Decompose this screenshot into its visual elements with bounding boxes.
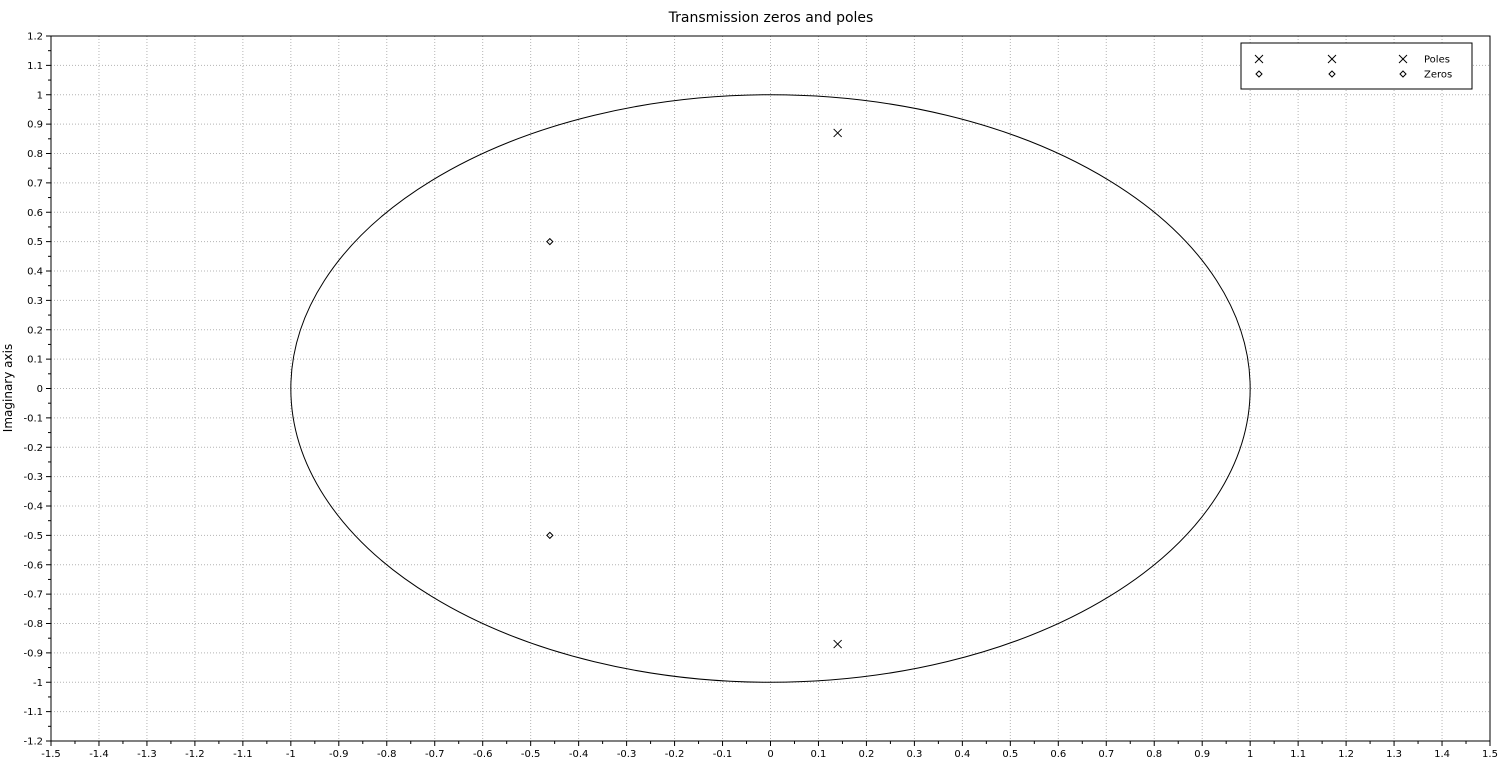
x-tick-label: 0.3 [906, 749, 922, 760]
y-tick-label: -0.9 [23, 648, 43, 659]
legend-zero-symbol [1255, 70, 1263, 78]
x-tick-label: 0.1 [811, 749, 827, 760]
x-tick-label: -0.1 [713, 749, 733, 760]
x-tick-label: 1.2 [1338, 749, 1354, 760]
y-tick-label: -0.3 [23, 472, 43, 483]
x-tick-label: -0.5 [521, 749, 541, 760]
x-tick-label: 0.9 [1194, 749, 1210, 760]
y-tick-label: 0 [37, 384, 43, 395]
x-tick-label: 0.2 [858, 749, 874, 760]
y-tick-label: -0.1 [23, 413, 43, 424]
x-tick-label: -1.1 [233, 749, 253, 760]
y-tick-label: -0.7 [23, 590, 43, 601]
pole-marker-stroke [1327, 54, 1337, 64]
pole-marker [833, 128, 843, 138]
x-tick-label: -1.2 [185, 749, 205, 760]
pole-marker-stroke [1398, 54, 1408, 64]
x-tick-label: -0.8 [377, 749, 397, 760]
x-tick-label: 1.5 [1482, 749, 1498, 760]
unit-circle [290, 94, 1251, 683]
y-tick-label: -0.5 [23, 531, 43, 542]
x-tick-label: -0.7 [425, 749, 445, 760]
legend-box [1240, 42, 1473, 90]
x-tick-label: 1.1 [1290, 749, 1306, 760]
x-tick-label: 1 [1247, 749, 1253, 760]
legend-zero-symbol [1328, 70, 1336, 78]
pole-marker-stroke [833, 128, 843, 138]
legend-pole-symbol [1398, 54, 1408, 64]
y-tick-label: 0.8 [27, 149, 43, 160]
x-tick-label: -0.6 [473, 749, 493, 760]
legend-pole-symbol [1254, 54, 1264, 64]
x-tick-label: 0.4 [954, 749, 970, 760]
x-tick-label: -1 [286, 749, 296, 760]
y-tick-label: 0.7 [27, 178, 43, 189]
chart-title: Transmission zeros and poles [668, 10, 874, 26]
pole-marker [833, 639, 843, 649]
legend-zero-symbol [1399, 70, 1407, 78]
x-tick-label: 0.8 [1146, 749, 1162, 760]
y-tick-label: 0.6 [27, 208, 43, 219]
x-tick-label: 1.3 [1386, 749, 1402, 760]
y-tick-label: -0.8 [23, 619, 43, 630]
y-tick-label: -0.2 [23, 443, 43, 454]
x-tick-label: -0.3 [617, 749, 637, 760]
y-tick-label: 0.1 [27, 355, 43, 366]
y-tick-label: 1.1 [27, 61, 43, 72]
x-tick-label: -0.9 [329, 749, 349, 760]
x-tick-label: -1.3 [137, 749, 157, 760]
grid [50, 35, 1491, 742]
y-tick-label: 0.3 [27, 296, 43, 307]
x-tick-label: -0.2 [665, 749, 685, 760]
zero-marker [546, 237, 554, 246]
y-tick-label: -1.2 [23, 737, 43, 748]
legend-label: Poles [1424, 55, 1450, 66]
data-marks [546, 128, 843, 649]
x-tick-label: 0 [767, 749, 773, 760]
y-tick-label: 1 [37, 90, 43, 101]
x-tick-label: -0.4 [569, 749, 589, 760]
y-tick-label: -0.4 [23, 502, 43, 513]
unit-circle-layer [290, 94, 1251, 683]
legend-pole-symbol [1327, 54, 1337, 64]
y-tick-label: 0.4 [27, 267, 43, 278]
y-axis-label: Imaginary axis [1, 344, 15, 432]
y-tick-label: 0.9 [27, 120, 43, 131]
y-tick-label: 0.5 [27, 237, 43, 248]
x-tick-label: 0.7 [1098, 749, 1114, 760]
y-tick-label: -1 [33, 678, 43, 689]
legend: Poles Zeros [1240, 42, 1473, 90]
y-tick-label: -1.1 [23, 707, 43, 718]
x-tick-label: 0.6 [1050, 749, 1066, 760]
axes: -1.5 -1.4 -1.3 -1.2 -1.1 -1 -0.9 -0.8 -0.7 -0.6 -0… [23, 32, 1497, 761]
y-tick-label: -0.6 [23, 560, 43, 571]
pole-marker-stroke [833, 639, 843, 649]
y-tick-label: 0.2 [27, 325, 43, 336]
zero-marker [546, 531, 554, 540]
x-tick-label: 1.4 [1434, 749, 1450, 760]
pole-marker-stroke [1254, 54, 1264, 64]
y-tick-label: 1.2 [27, 32, 43, 43]
legend-label: Zeros [1424, 70, 1452, 81]
x-tick-label: -1.5 [41, 749, 61, 760]
x-tick-label: 0.5 [1002, 749, 1018, 760]
x-tick-label: -1.4 [89, 749, 109, 760]
